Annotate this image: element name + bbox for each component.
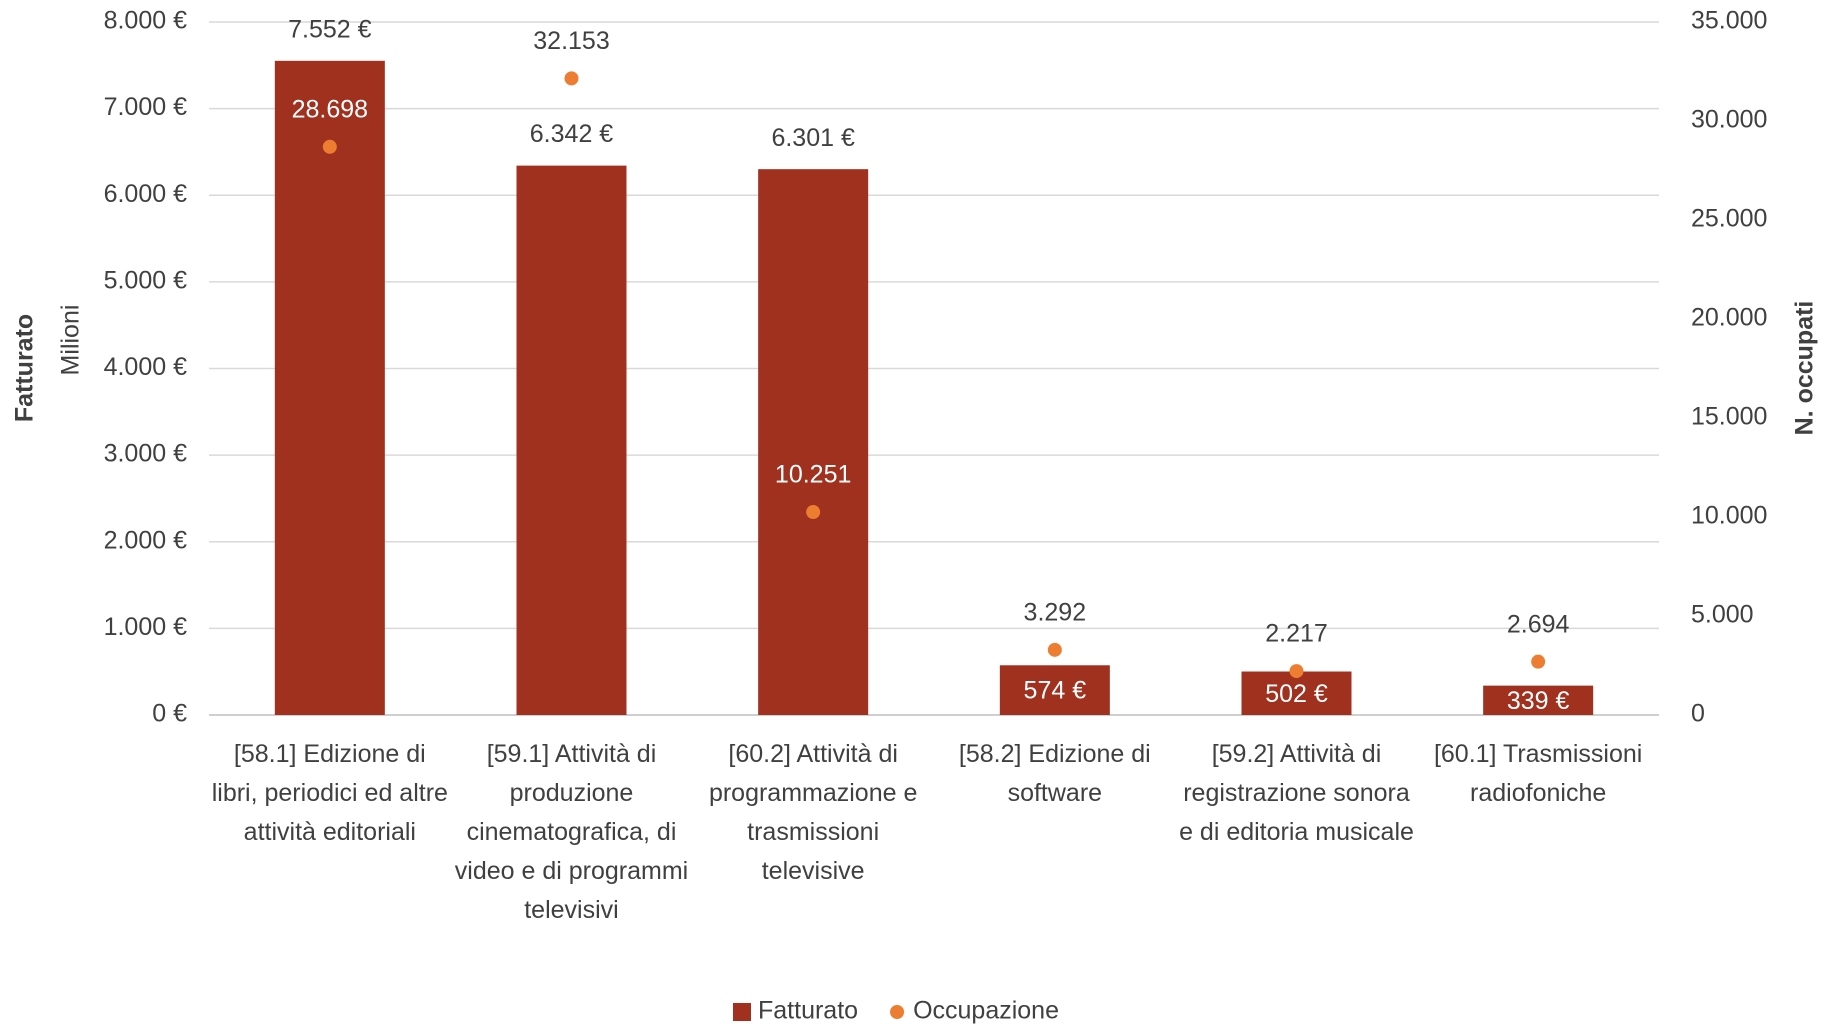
bar: [1241, 671, 1352, 715]
bar-label: 6.301 €: [771, 124, 855, 152]
scatter-point: [1531, 654, 1546, 669]
scatter-point: [1289, 664, 1304, 679]
y-tick-label: 1.000 €: [104, 613, 188, 641]
legend-swatch: [733, 1003, 751, 1021]
point-label: 2.694: [1507, 610, 1570, 638]
scatter-point: [1047, 642, 1062, 657]
x-tick-label: [59.1] Attività di produzione cinematogr…: [454, 740, 689, 924]
y2-tick-label: 15.000: [1691, 403, 1767, 431]
y-tick-label: 6.000 €: [104, 180, 188, 208]
scatter-point: [564, 71, 579, 86]
point-label: 2.217: [1265, 620, 1328, 648]
bar-label: 339 €: [1507, 687, 1570, 715]
bar-label: 574 €: [1024, 677, 1087, 705]
legend-label: Occupazione: [913, 997, 1059, 1025]
bar: [758, 169, 869, 715]
y-axis-title: Fatturato: [11, 314, 39, 422]
point-label: 32.153: [533, 27, 609, 55]
y2-tick-label: 20.000: [1691, 304, 1767, 332]
x-tick-label: [58.1] Edizione di libri, periodici ed a…: [211, 740, 448, 846]
bar: [1483, 685, 1594, 715]
bar: [274, 60, 385, 716]
legend-label: Fatturato: [758, 997, 858, 1025]
y-tick-label: 2.000 €: [104, 526, 188, 554]
y-tick-label: 3.000 €: [104, 440, 188, 468]
bar: [516, 165, 627, 715]
x-tick-label: [58.2] Edizione di software: [958, 740, 1151, 807]
y-axis-unit: Milioni: [57, 305, 85, 376]
scatter-point: [806, 505, 821, 520]
bar: [999, 665, 1110, 715]
bar-label: 6.342 €: [530, 120, 614, 148]
y2-tick-label: 30.000: [1691, 106, 1767, 134]
x-tick-label: [60.1] Trasmissioni radiofoniche: [1433, 740, 1643, 807]
y2-tick-label: 5.000: [1691, 601, 1754, 629]
point-label: 10.251: [775, 461, 851, 489]
y2-axis-title: N. occupati: [1791, 301, 1819, 436]
legend-swatch: [890, 1005, 905, 1019]
bar-label: 502 €: [1265, 680, 1328, 708]
point-label: 3.292: [1024, 598, 1087, 626]
y2-tick-label: 0: [1691, 700, 1705, 728]
x-tick-label: [59.2] Attività di registrazione sonora …: [1179, 740, 1414, 846]
point-label: 28.698: [292, 95, 368, 123]
y2-tick-label: 35.000: [1691, 7, 1767, 35]
y-tick-label: 7.000 €: [104, 93, 188, 121]
y-tick-label: 0 €: [152, 700, 187, 728]
x-tick-label: [60.2] Attività di programmazione e tras…: [708, 740, 918, 885]
scatter-point: [322, 139, 337, 154]
y-tick-label: 4.000 €: [104, 353, 188, 381]
y-tick-label: 8.000 €: [104, 7, 188, 35]
y2-tick-label: 25.000: [1691, 205, 1767, 233]
y-tick-label: 5.000 €: [104, 266, 188, 294]
y2-tick-label: 10.000: [1691, 502, 1767, 530]
bar-label: 7.552 €: [288, 15, 372, 43]
